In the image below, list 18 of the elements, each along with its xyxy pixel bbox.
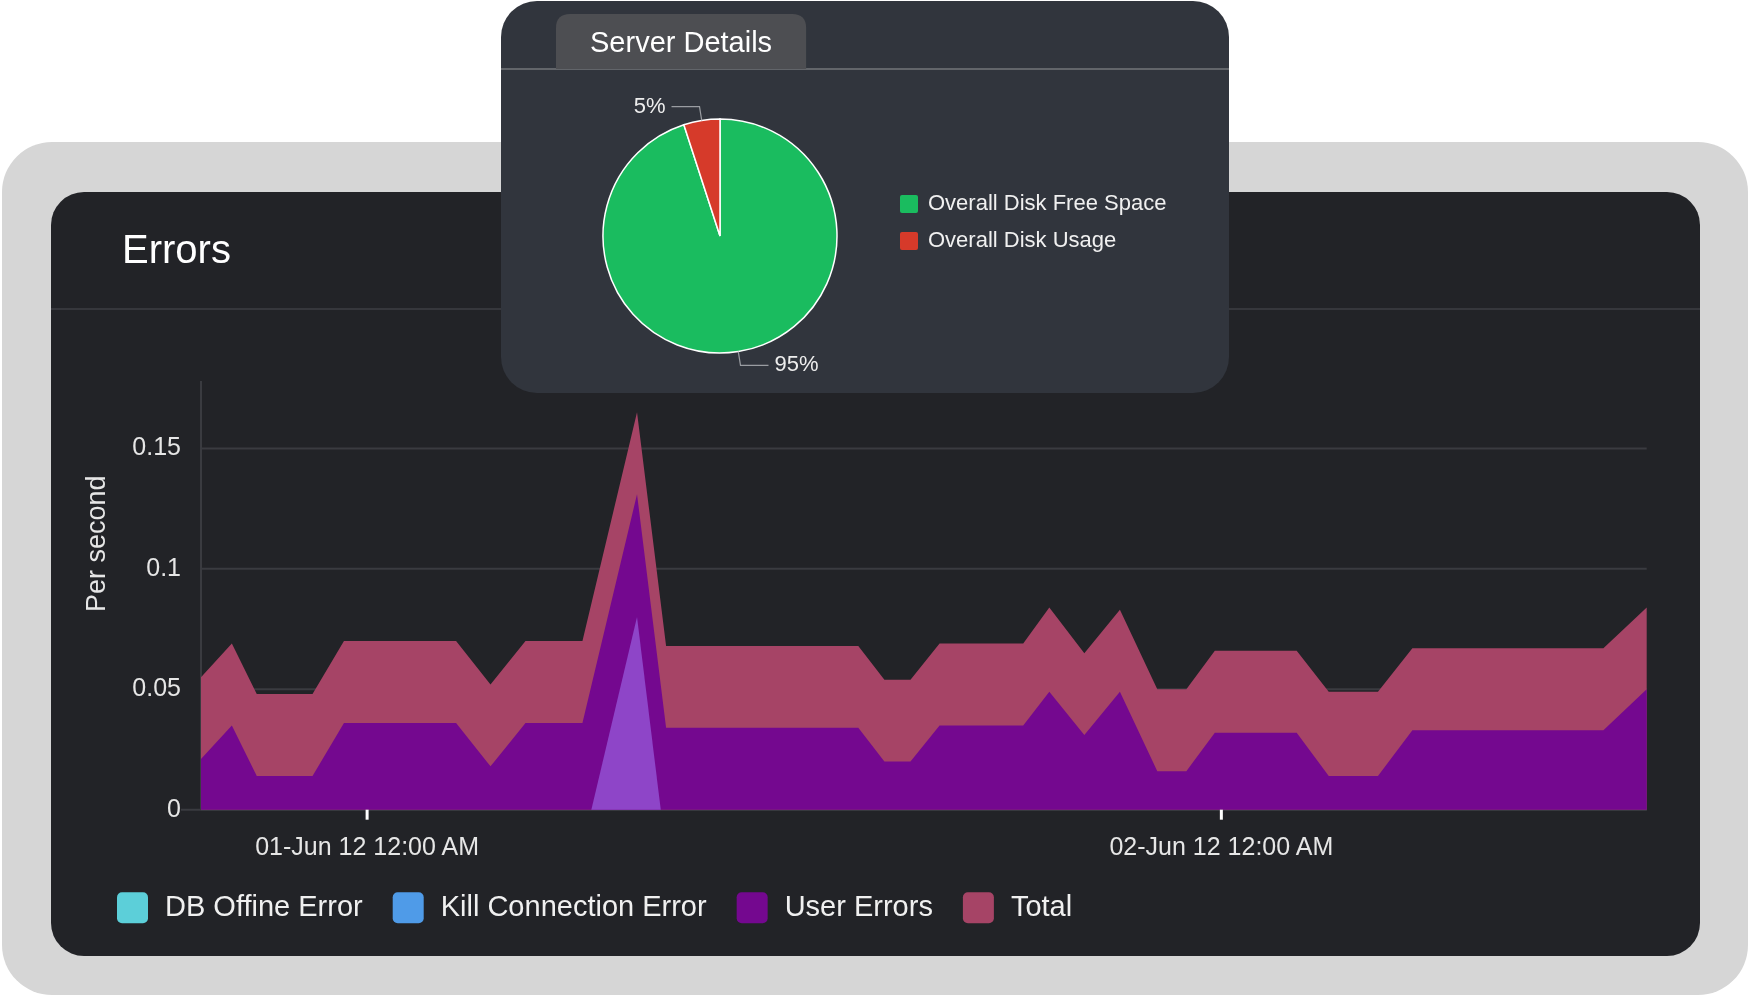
data-label: 95%: [774, 351, 819, 377]
chart-title: Server Details: [590, 25, 773, 58]
y-axis-title: Per second: [81, 475, 112, 612]
y-tick-label: 0: [167, 793, 181, 822]
x-tick-label: 01-Jun 12 12:00 AM: [255, 831, 479, 860]
legend-label: DB Offine Error: [165, 889, 364, 922]
legend-label: Overall Disk Free Space: [928, 189, 1167, 215]
legend-label: Total: [1010, 889, 1073, 922]
legend-label: User Errors: [784, 889, 933, 922]
y-tick-label: 0.05: [132, 672, 181, 701]
chart-title: Errors: [122, 226, 231, 271]
data-label: 5%: [633, 92, 666, 118]
pie-slice: [602, 118, 838, 354]
legend-label: Overall Disk Usage: [928, 226, 1117, 252]
x-tick-label: 02-Jun 12 12:00 AM: [1109, 831, 1334, 860]
y-tick-label: 0.15: [132, 432, 181, 461]
y-tick-label: 0.1: [146, 552, 181, 581]
legend-label: Kill Connection Error: [440, 889, 707, 922]
